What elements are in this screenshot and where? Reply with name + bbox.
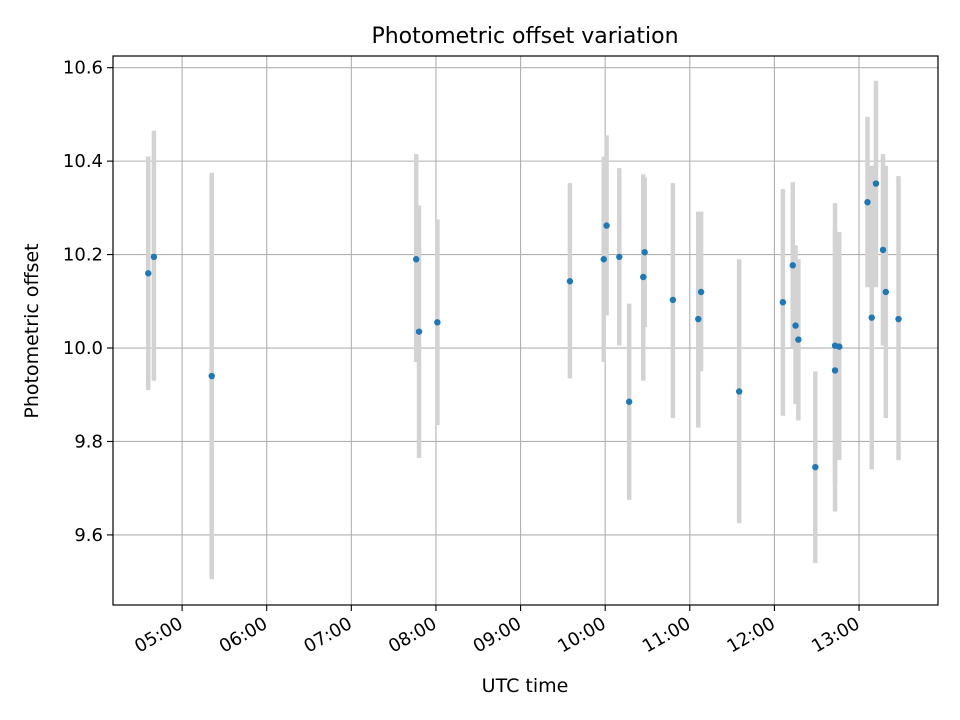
data-point bbox=[812, 463, 819, 471]
y-axis-label: Photometric offset bbox=[21, 243, 43, 418]
data-point bbox=[150, 253, 158, 261]
chart-title: Photometric offset variation bbox=[371, 24, 678, 49]
data-point bbox=[779, 299, 787, 306]
data-point bbox=[616, 253, 623, 261]
data-point bbox=[415, 328, 423, 335]
data-point bbox=[879, 246, 887, 254]
data-point bbox=[413, 256, 420, 263]
data-point bbox=[864, 199, 871, 206]
data-point bbox=[625, 398, 633, 405]
y-tick-label: 9.8 bbox=[74, 431, 103, 452]
data-point bbox=[868, 314, 875, 321]
plot-frame bbox=[112, 55, 939, 606]
data-point bbox=[697, 288, 705, 296]
data-point bbox=[145, 270, 152, 277]
data-point bbox=[669, 296, 677, 304]
data-point bbox=[895, 315, 902, 323]
data-point bbox=[795, 336, 802, 343]
y-tick-label: 10.2 bbox=[63, 245, 103, 266]
data-point bbox=[603, 222, 610, 229]
data-point bbox=[735, 388, 743, 395]
data-point bbox=[882, 288, 890, 296]
y-tick-label: 10.6 bbox=[63, 58, 103, 79]
x-axis-label: UTC time bbox=[482, 675, 569, 697]
data-point bbox=[641, 249, 648, 256]
data-point bbox=[872, 180, 880, 187]
data-point bbox=[789, 262, 796, 269]
y-tick-label: 9.6 bbox=[74, 525, 103, 546]
data-point bbox=[434, 319, 441, 326]
data-point bbox=[836, 343, 843, 350]
data-points bbox=[145, 180, 902, 471]
data-point bbox=[566, 278, 574, 285]
data-point bbox=[792, 322, 799, 329]
data-point bbox=[831, 367, 839, 374]
data-point bbox=[695, 315, 702, 323]
y-tick-label: 10.4 bbox=[63, 151, 103, 172]
data-point bbox=[640, 273, 647, 281]
y-tick-label: 10.0 bbox=[63, 338, 103, 359]
data-point bbox=[208, 372, 215, 380]
data-point bbox=[600, 256, 607, 263]
